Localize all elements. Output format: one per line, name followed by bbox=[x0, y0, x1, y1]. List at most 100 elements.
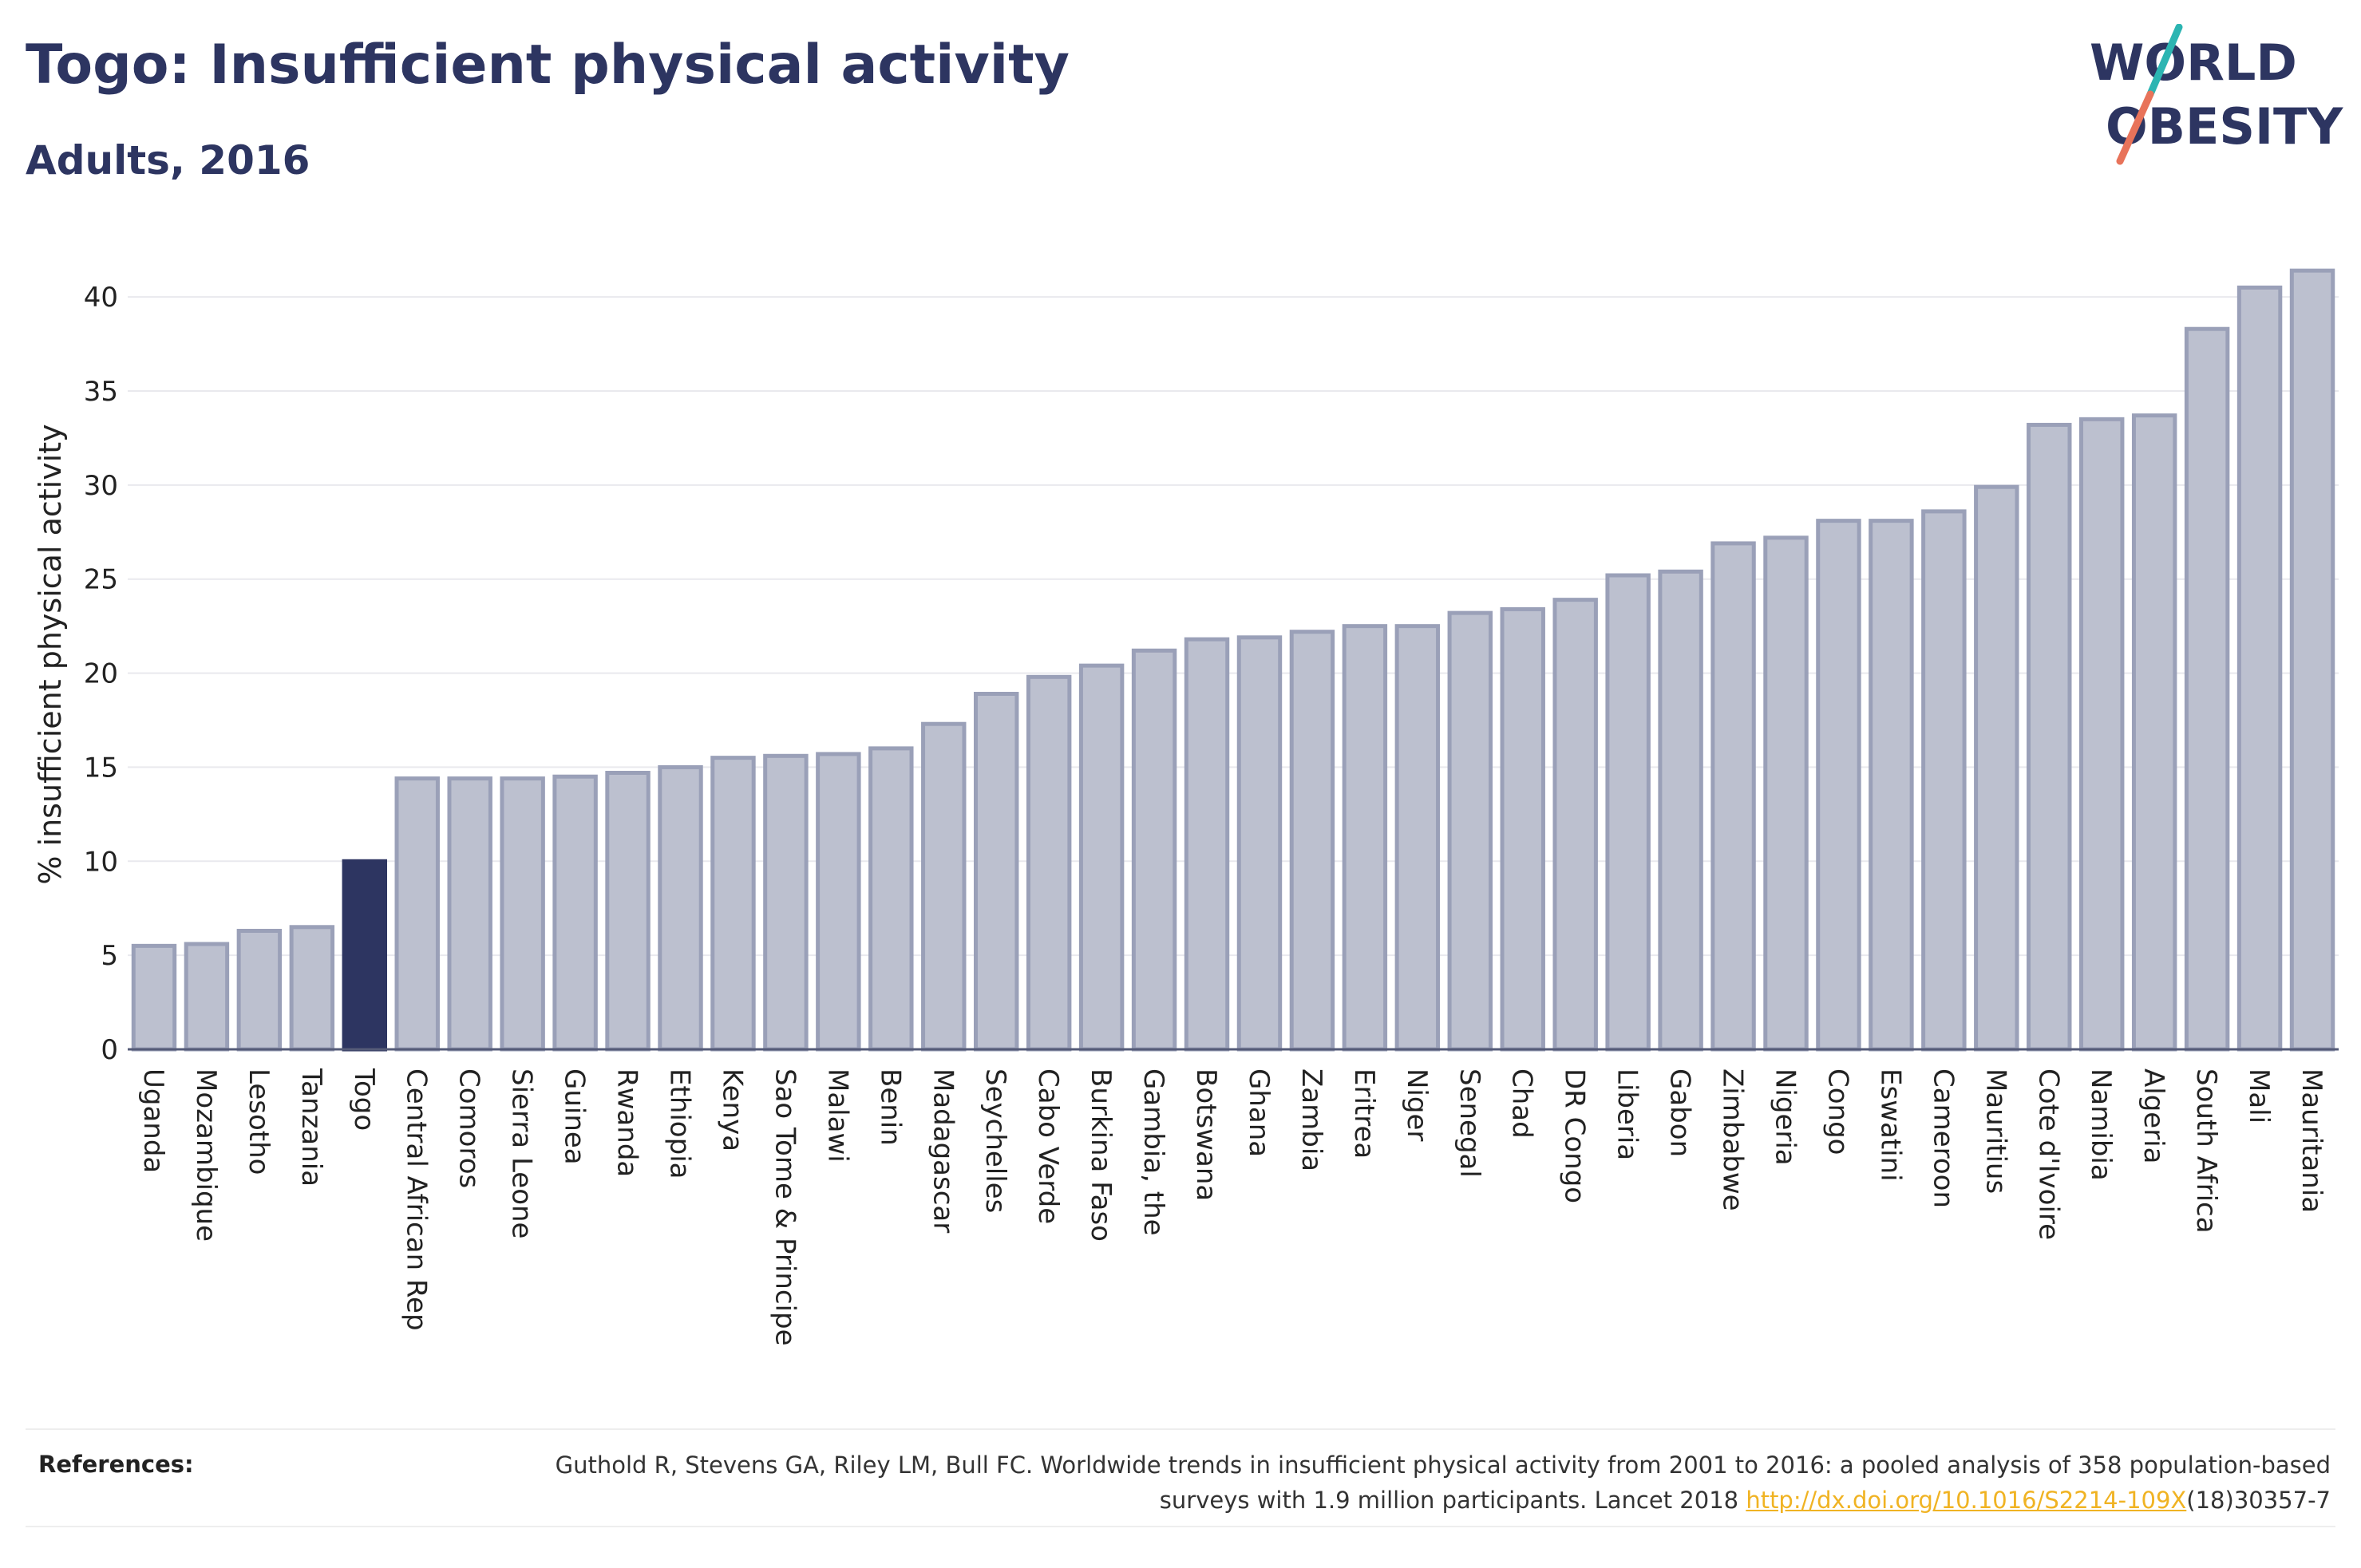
bar bbox=[921, 721, 967, 1052]
y-axis-label: % insufficient physical activity bbox=[33, 424, 68, 884]
y-tick-label: 30 bbox=[84, 470, 118, 502]
references-text: Guthold R, Stevens GA, Riley LM, Bull FC… bbox=[495, 1448, 2331, 1518]
y-tick-label: 5 bbox=[101, 940, 118, 972]
bar bbox=[1552, 598, 1598, 1052]
x-tick-label: Botswana bbox=[1190, 1068, 1222, 1201]
references-label: References: bbox=[38, 1451, 194, 1478]
bar bbox=[394, 776, 440, 1052]
bar bbox=[1974, 484, 2019, 1052]
bar bbox=[868, 746, 914, 1052]
x-tick-label: Eritrea bbox=[1348, 1068, 1380, 1159]
bar bbox=[2289, 268, 2335, 1052]
references-divider-bottom bbox=[26, 1526, 2335, 1527]
bar bbox=[1131, 648, 1177, 1052]
x-tick-label: Burkina Faso bbox=[1085, 1068, 1117, 1242]
bar bbox=[1236, 635, 1283, 1052]
bar bbox=[1184, 637, 1230, 1052]
bar bbox=[2131, 413, 2177, 1052]
bar-highlight bbox=[342, 859, 388, 1052]
y-tick-label: 25 bbox=[84, 564, 118, 596]
bar bbox=[1026, 674, 1072, 1052]
bar bbox=[2078, 417, 2125, 1052]
y-tick-label: 40 bbox=[84, 282, 118, 314]
x-tick-label: Tanzania bbox=[295, 1068, 327, 1187]
y-tick-label: 35 bbox=[84, 376, 118, 408]
x-tick-label: Central African Rep bbox=[401, 1068, 433, 1331]
bar bbox=[552, 774, 598, 1052]
x-tick-label: Mali bbox=[2243, 1068, 2275, 1124]
world-obesity-logo: WORLD OBESITY bbox=[2090, 24, 2343, 165]
y-tick-label: 10 bbox=[84, 846, 118, 878]
reference-citation-suffix: (18)30357-7 bbox=[2186, 1487, 2331, 1514]
bar bbox=[2236, 285, 2283, 1052]
x-tick-label: Algeria bbox=[2138, 1068, 2169, 1163]
x-tick-label: Gabon bbox=[1664, 1068, 1696, 1157]
x-tick-label: South Africa bbox=[2190, 1068, 2222, 1234]
bar bbox=[1078, 663, 1125, 1052]
bar bbox=[605, 771, 651, 1052]
bar bbox=[763, 753, 809, 1052]
x-tick-label: Niger bbox=[1401, 1068, 1433, 1141]
bar bbox=[1869, 519, 1914, 1052]
x-tick-label: Mauritania bbox=[2296, 1068, 2327, 1213]
bar bbox=[1447, 610, 1493, 1052]
x-tick-label: Malawi bbox=[821, 1068, 853, 1163]
y-tick-label: 15 bbox=[84, 752, 118, 784]
x-tick-label: Ethiopia bbox=[664, 1068, 696, 1179]
bar bbox=[1500, 606, 1545, 1052]
y-tick-label: 20 bbox=[84, 658, 118, 690]
x-tick-label: Seychelles bbox=[979, 1068, 1011, 1213]
reference-citation: Guthold R, Stevens GA, Riley LM, Bull FC… bbox=[555, 1451, 2331, 1514]
logo-slash-red bbox=[2116, 90, 2154, 165]
page-title: Togo: Insufficient physical activity bbox=[26, 34, 1070, 97]
page-subtitle: Adults, 2016 bbox=[26, 137, 310, 184]
bar bbox=[236, 929, 283, 1052]
bar bbox=[131, 943, 177, 1052]
x-tick-label: Cameroon bbox=[1927, 1068, 1959, 1208]
x-tick-label: Namibia bbox=[2085, 1068, 2117, 1181]
x-tick-label: Cote d'Ivoire bbox=[2032, 1068, 2064, 1240]
x-tick-label: Nigeria bbox=[1770, 1068, 1801, 1166]
bar bbox=[710, 756, 756, 1052]
bar bbox=[1658, 569, 1703, 1052]
bar bbox=[658, 764, 703, 1052]
x-tick-label: Madagascar bbox=[927, 1068, 959, 1233]
bar bbox=[1816, 519, 1861, 1052]
x-tick-label: Liberia bbox=[1612, 1068, 1643, 1160]
y-tick-label: 0 bbox=[101, 1034, 118, 1066]
bar bbox=[1342, 624, 1388, 1052]
bar bbox=[447, 776, 492, 1052]
bar bbox=[2027, 422, 2072, 1052]
x-tick-label: Cabo Verde bbox=[1032, 1068, 1064, 1224]
bar bbox=[2184, 326, 2230, 1052]
x-tick-label: Togo bbox=[348, 1068, 380, 1131]
x-tick-label: Eswatini bbox=[1874, 1068, 1906, 1182]
x-tick-label: Uganda bbox=[137, 1068, 169, 1173]
bar bbox=[816, 752, 861, 1052]
logo-slash-teal bbox=[2146, 24, 2183, 98]
bar bbox=[1921, 509, 1967, 1052]
x-tick-label: Lesotho bbox=[243, 1068, 275, 1175]
reference-doi-link[interactable]: http://dx.doi.org/10.1016/S2214-109X bbox=[1746, 1487, 2187, 1514]
bar bbox=[184, 942, 230, 1052]
x-tick-label: Sao Tome & Principe bbox=[769, 1068, 801, 1346]
x-tick-label: Comoros bbox=[453, 1068, 485, 1188]
bar bbox=[1289, 630, 1335, 1052]
x-tick-label: Guinea bbox=[559, 1068, 591, 1165]
bar bbox=[289, 925, 335, 1052]
x-tick-label: Zambia bbox=[1295, 1068, 1327, 1171]
x-tick-label: Sierra Leone bbox=[506, 1068, 538, 1238]
bar bbox=[1394, 624, 1441, 1052]
bar bbox=[973, 692, 1019, 1052]
bar-chart: 0 5 10 15 20 25 30 35 40 % insufficient physical … bbox=[33, 268, 2339, 1346]
bar bbox=[1710, 541, 1756, 1052]
logo-line1: WORLD bbox=[2090, 34, 2297, 92]
x-tick-label: Benin bbox=[874, 1068, 906, 1146]
x-tick-label: Congo bbox=[1821, 1068, 1853, 1155]
x-tick-label: Zimbabwe bbox=[1717, 1068, 1749, 1211]
x-tick-label: Senegal bbox=[1453, 1068, 1485, 1178]
x-tick-label: DR Congo bbox=[1559, 1068, 1591, 1203]
bar bbox=[1763, 535, 1809, 1052]
x-tick-label: Rwanda bbox=[611, 1068, 643, 1177]
x-tick-label: Gambia, the bbox=[1137, 1068, 1169, 1236]
